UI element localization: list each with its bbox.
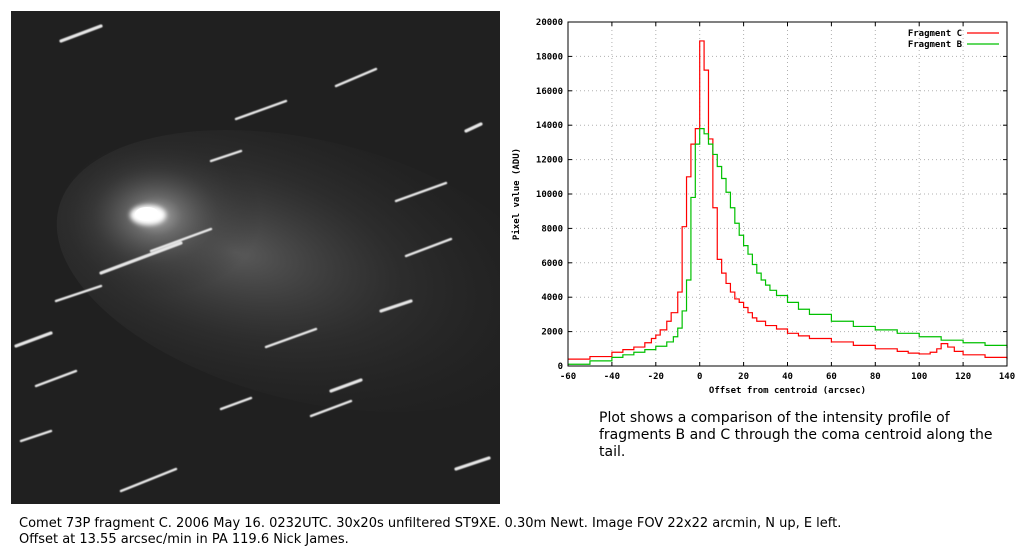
y-axis-label: Pixel value (ADU)	[511, 148, 522, 240]
series-line-fragment-b	[568, 128, 1008, 365]
plot-caption: Plot shows a comparison of the intensity…	[599, 410, 993, 460]
star-trail	[404, 237, 453, 258]
y-tick-label: 16000	[536, 87, 563, 97]
x-tick-label: 40	[782, 372, 793, 382]
y-tick-label: 14000	[536, 121, 563, 131]
star-trail	[59, 24, 103, 43]
comet-photo	[11, 11, 500, 504]
star-trail	[219, 396, 253, 411]
x-tick-label: -40	[604, 372, 620, 382]
y-tick-label: 2000	[541, 328, 563, 338]
y-tick-label: 4000	[541, 293, 563, 303]
series-line-fragment-c	[568, 40, 1008, 360]
photo-caption: Comet 73P fragment C. 2006 May 16. 0232U…	[19, 516, 1019, 548]
star-trail	[119, 467, 178, 493]
photo-caption-line2: Offset at 13.55 arcsec/min in PA 119.6 N…	[19, 532, 349, 547]
y-tick-label: 12000	[536, 156, 563, 166]
y-tick-label: 0	[558, 362, 563, 372]
star-trail	[264, 327, 318, 349]
x-tick-label: 20	[738, 372, 749, 382]
star-trail	[454, 456, 491, 471]
intensity-profile-chart: -60 -40 -20 0 20 40 60 80 100 120 140 0 2000 4000 6000…	[511, 18, 1015, 396]
y-tick-label: 18000	[536, 52, 563, 62]
legend-label: Fragment B	[908, 40, 963, 50]
star-trail	[54, 284, 103, 303]
y-tick-label: 20000	[536, 18, 563, 28]
star-trail	[34, 369, 78, 388]
star-trail	[394, 181, 448, 203]
x-tick-label: 140	[999, 372, 1015, 382]
star-trail	[329, 378, 363, 393]
star-trail	[209, 149, 243, 163]
x-tick-label: 60	[826, 372, 837, 382]
x-tick-label: -60	[560, 372, 576, 382]
y-tick-label: 8000	[541, 224, 563, 234]
star-trail	[309, 399, 353, 418]
star-trail	[334, 67, 378, 88]
x-tick-label: 100	[911, 372, 927, 382]
y-tick-label: 10000	[536, 190, 563, 200]
star-trail	[99, 241, 183, 275]
x-tick-label: -20	[648, 372, 664, 382]
star-trail	[464, 122, 483, 133]
x-tick-label: 120	[955, 372, 971, 382]
photo-caption-line1: Comet 73P fragment C. 2006 May 16. 0232U…	[19, 516, 842, 531]
x-tick-label: 80	[870, 372, 881, 382]
star-trail	[234, 99, 288, 121]
x-axis-label: Offset from centroid (arcsec)	[709, 385, 866, 396]
star-trail	[149, 227, 213, 253]
star-trail	[379, 299, 413, 313]
star-trail	[19, 429, 53, 443]
y-tick-label: 6000	[541, 259, 563, 269]
star-trail	[14, 331, 53, 348]
x-tick-label: 0	[697, 372, 702, 382]
legend-label: Fragment C	[908, 29, 962, 39]
